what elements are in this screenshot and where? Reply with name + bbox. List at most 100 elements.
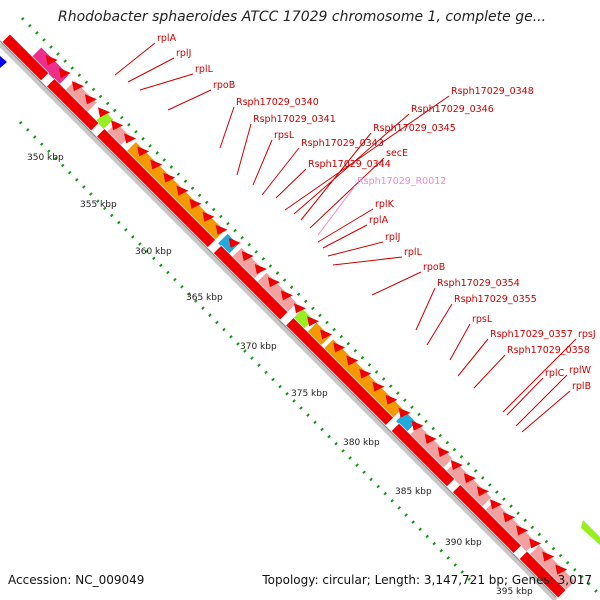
gene-label[interactable]: Rsph17029_0343: [301, 138, 384, 149]
cds-arrow: [529, 538, 542, 549]
gene-leader-line: [252, 139, 273, 186]
cds-arrow: [215, 224, 228, 235]
gene-label[interactable]: Rsph17029_0358: [507, 345, 590, 356]
cds-arrow: [333, 342, 346, 353]
lime-edge-block: [581, 520, 600, 545]
outer-feature-block: [125, 141, 226, 241]
gene-label[interactable]: rplA: [369, 215, 389, 226]
gene-label[interactable]: Rsph17029_0344: [308, 159, 391, 170]
gene-leader-line: [236, 123, 252, 176]
gene-leader-line: [502, 338, 577, 413]
cds-arrow: [124, 133, 137, 144]
cds-arrow: [307, 316, 320, 327]
gene-label[interactable]: rplB: [572, 381, 591, 392]
gene-leader-line: [457, 338, 489, 377]
cds-arrow: [476, 486, 489, 497]
cds-block: [285, 317, 394, 426]
cds-arrow: [254, 264, 267, 274]
cds-arrow: [267, 277, 280, 288]
accession-text: Accession: NC_009049: [8, 573, 145, 587]
gene-label[interactable]: rplC: [545, 368, 565, 379]
cds-arrow: [228, 237, 241, 248]
cds-arrow: [176, 185, 189, 196]
gene-leader-line: [371, 271, 422, 296]
cds-block: [452, 484, 522, 554]
gene-leader-line: [300, 132, 372, 221]
gene-label[interactable]: rplL: [404, 247, 423, 258]
gene-label[interactable]: rplA: [157, 33, 177, 44]
outer-feature-block: [30, 46, 70, 86]
gene-label[interactable]: rplL: [195, 64, 214, 75]
cds-arrow: [503, 512, 516, 523]
gene-label[interactable]: rplJ: [176, 48, 191, 59]
cds-arrow: [320, 329, 333, 340]
gene-label[interactable]: rpoB: [423, 262, 445, 273]
gene-label[interactable]: Rsph17029_0345: [373, 123, 456, 134]
gene-label[interactable]: secE: [386, 148, 408, 159]
cds-arrow: [490, 499, 502, 510]
cds-arrow: [280, 290, 293, 301]
scale-tick-label: 360 kbp: [135, 247, 172, 257]
cds-arrow: [163, 172, 176, 183]
gene-label[interactable]: rpsJ: [578, 329, 596, 340]
cds-block: [1, 33, 50, 82]
cds-arrow: [202, 211, 215, 222]
gene-leader-line: [309, 157, 385, 229]
gene-label[interactable]: Rsph17029_R0012: [357, 176, 446, 187]
cds-arrow: [71, 81, 84, 92]
cds-arrow: [463, 473, 476, 484]
outer-dotted-guide: [20, 16, 600, 597]
gene-label[interactable]: rplW: [569, 365, 592, 376]
cds-arrow: [45, 55, 58, 65]
gene-leader-line: [293, 113, 410, 215]
cds-arrow: [98, 107, 110, 118]
gene-label[interactable]: Rsph17029_0354: [437, 278, 520, 289]
blue-marker: [0, 56, 7, 68]
inner-dotted-guide: [18, 120, 472, 582]
backbone-edge: [0, 40, 557, 598]
cds-block: [46, 78, 100, 132]
gene-leader-line: [317, 185, 356, 236]
cds-arrow: [137, 146, 150, 157]
gene-leader-line: [219, 106, 235, 149]
cds-arrow: [58, 68, 71, 78]
cds-arrow: [84, 94, 97, 105]
gene-label[interactable]: rpsL: [274, 130, 295, 141]
gene-label[interactable]: Rsph17029_0341: [253, 114, 336, 125]
gene-label[interactable]: Rsph17029_0348: [451, 86, 534, 97]
gene-leader-line: [521, 390, 571, 433]
map-title: Rhodobacter sphaeroides ATCC 17029 chrom…: [58, 9, 547, 25]
gene-leader-line: [515, 374, 568, 427]
gene-leader-line: [327, 241, 384, 257]
gene-leader-line: [284, 95, 450, 211]
gene-leader-line: [317, 208, 374, 243]
gene-leader-line: [332, 256, 403, 266]
gene-label[interactable]: Rsph17029_0355: [454, 294, 537, 305]
scale-tick-label: 375 kbp: [291, 389, 328, 399]
gene-leader-line: [139, 73, 194, 91]
gene-label[interactable]: rplJ: [385, 232, 400, 243]
gene-label[interactable]: Rsph17029_0346: [411, 104, 494, 115]
gene-leader-line: [167, 89, 212, 111]
cds-arrow: [542, 551, 555, 562]
cds-arrow: [424, 433, 437, 444]
gene-label[interactable]: rpoB: [213, 80, 235, 91]
gene-label[interactable]: Rsph17029_0340: [236, 97, 319, 108]
cds-arrow: [359, 368, 372, 379]
gene-label[interactable]: Rsph17029_0357: [490, 329, 573, 340]
backbone-line: [0, 42, 558, 600]
cds-block: [212, 244, 289, 321]
cds-arrow: [398, 407, 411, 418]
gene-label[interactable]: rpsL: [472, 314, 493, 325]
gene-leader-line: [322, 224, 368, 249]
gene-label[interactable]: rplK: [375, 199, 395, 210]
scale-tick-label: 395 kbp: [496, 587, 533, 597]
cds-arrow: [555, 564, 568, 575]
cds-block: [518, 550, 567, 599]
gene-leader-line: [506, 377, 544, 416]
cds-block: [96, 128, 217, 249]
scale-tick-label: 355 kbp: [80, 200, 117, 210]
gene-leader-line: [114, 42, 156, 76]
cds-arrow: [241, 251, 254, 261]
